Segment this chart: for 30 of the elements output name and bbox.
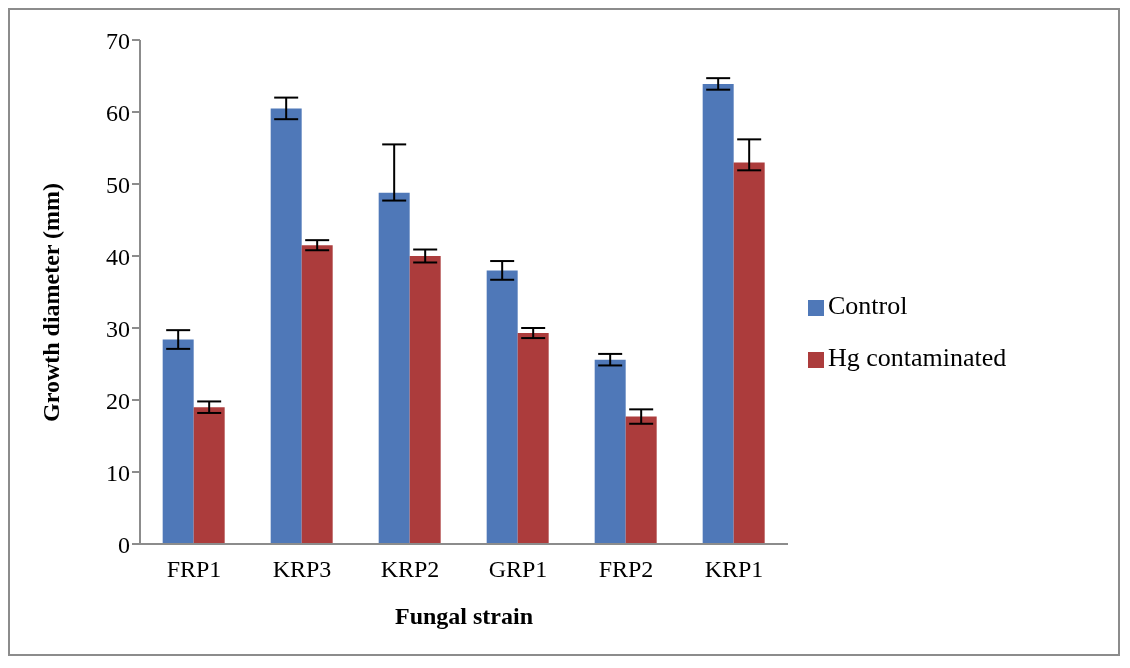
y-tick-label: 60	[106, 99, 130, 126]
bar	[733, 162, 765, 544]
bar	[594, 359, 626, 544]
x-tick-label: FRP2	[598, 556, 654, 583]
y-axis-title: Growth diameter (mm)	[37, 182, 64, 422]
bar	[162, 339, 194, 544]
bar	[270, 108, 302, 544]
y-tick-label: 10	[106, 459, 130, 486]
x-tick-label: GRP1	[488, 556, 548, 583]
y-tick-label: 50	[106, 171, 130, 198]
bar	[517, 333, 549, 544]
bar	[702, 83, 734, 544]
y-tick-label: 30	[106, 315, 130, 342]
x-tick-label: FRP1	[166, 556, 222, 583]
y-tick-label: 70	[106, 27, 130, 54]
x-tick-label: KRP2	[380, 556, 440, 583]
y-tick-label: 0	[118, 531, 130, 558]
y-tick-label: 20	[106, 387, 130, 414]
bar	[625, 416, 657, 544]
x-tick-label: KRP3	[272, 556, 332, 583]
bar	[193, 407, 225, 544]
bar	[378, 192, 410, 544]
bar	[486, 270, 518, 544]
bar	[301, 245, 333, 544]
x-tick-label: KRP1	[704, 556, 764, 583]
legend-label: Hg contaminated	[828, 343, 1007, 372]
y-tick-label: 40	[106, 243, 130, 270]
legend-label: Control	[828, 291, 908, 320]
bar	[409, 256, 441, 544]
x-axis-title: Fungal strain	[394, 603, 534, 629]
